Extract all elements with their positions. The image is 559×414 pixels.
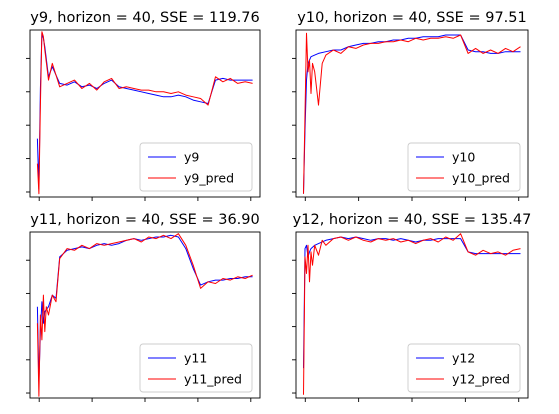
series-line-y9_pred [36,31,253,195]
subplot-title: y12, horizon = 40, SSE = 135.47 [293,212,532,228]
legend-label: y12 [452,351,475,366]
legend-label: y9_pred [184,171,234,186]
subplot-1: y9, horizon = 40, SSE = 119.76 y9 y9_pred [26,10,261,201]
legend: y12 y12_pred [407,343,521,393]
series-line-y11_pred [36,233,253,397]
subplot-2: y10, horizon = 40, SSE = 97.51 y10 y10_pre… [292,10,529,201]
subplot-title: y10, horizon = 40, SSE = 97.51 [297,10,526,26]
legend-label: y11 [184,351,207,366]
legend: y10 y10_pred [407,142,521,192]
legend-label: y11_pred [184,372,242,387]
legend: y9 y9_pred [139,142,253,192]
series-line-y12_pred [303,233,521,395]
subplot-3: y11, horizon = 40, SSE = 36.90 y11 y11_pre… [26,212,261,402]
legend: y11 y11_pred [139,343,253,393]
series-line-y10 [303,34,521,194]
subplot-title: y9, horizon = 40, SSE = 119.76 [30,10,259,26]
subplot-title: y11, horizon = 40, SSE = 36.90 [30,212,259,228]
legend-label: y12_pred [452,372,510,387]
legend-label: y10 [452,150,475,165]
legend-label: y9 [184,150,199,165]
legend-label: y10_pred [452,171,510,186]
series-line-y10_pred [303,32,521,194]
series-line-y11 [36,234,253,382]
subplot-4: y12, horizon = 40, SSE = 135.47 y12 y12_pr… [292,212,531,402]
